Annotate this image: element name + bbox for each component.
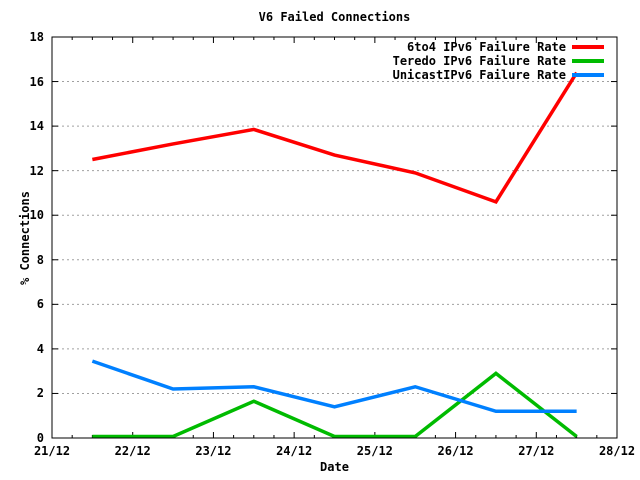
x-tick-label-25-12: 25/12 xyxy=(356,444,393,458)
x-tick-label-24-12: 24/12 xyxy=(276,444,313,458)
series-lines xyxy=(91,71,579,439)
gridlines xyxy=(52,81,617,394)
y-tick-label-0: 0 xyxy=(36,431,44,445)
x-tick-label-22-12: 22/12 xyxy=(114,444,151,458)
y-tick-label-16: 16 xyxy=(29,74,44,89)
legend-label-1: Teredo IPv6 Failure Rate xyxy=(392,54,566,68)
series-line-1 xyxy=(92,371,578,439)
y-tick-label-6: 6 xyxy=(36,297,44,312)
chart-title: V6 Failed Connections xyxy=(258,10,411,24)
y-tick-label-14: 14 xyxy=(29,119,44,134)
y-tick-label-12: 12 xyxy=(29,163,44,178)
legend-item-2: UnicastIPv6 Failure Rate xyxy=(393,68,604,82)
legend-label-0: 6to4 IPv6 Failure Rate xyxy=(407,40,566,54)
legend-swatch-2 xyxy=(572,73,604,77)
legend-item-0: 6to4 IPv6 Failure Rate xyxy=(407,40,604,54)
x-tick-label-28-12: 28/12 xyxy=(598,444,636,458)
x-tick-label-21-12: 21/12 xyxy=(33,444,71,458)
legend-swatch-0 xyxy=(572,45,604,49)
x-axis-label: Date xyxy=(320,460,349,474)
x-tick-label-27-12: 27/12 xyxy=(518,444,555,458)
x-tick-label-26-12: 26/12 xyxy=(437,444,474,458)
series-line-2 xyxy=(91,359,577,414)
y-axis-label: % Connections xyxy=(18,191,32,285)
plot-border xyxy=(51,36,618,439)
series-line-0 xyxy=(92,71,579,204)
y-tick-label-4: 4 xyxy=(36,341,44,356)
x-tick-label-23-12: 23/12 xyxy=(195,444,232,458)
y-tick-label-8: 8 xyxy=(36,252,44,267)
legend-label-2: UnicastIPv6 Failure Rate xyxy=(392,68,566,82)
y-tick-label-18: 18 xyxy=(29,30,44,44)
y-tick-label-2: 2 xyxy=(36,386,44,401)
legend-swatch-1 xyxy=(572,59,604,63)
legend-item-1: Teredo IPv6 Failure Rate xyxy=(393,54,604,68)
y-tick-label-10: 10 xyxy=(29,208,44,223)
